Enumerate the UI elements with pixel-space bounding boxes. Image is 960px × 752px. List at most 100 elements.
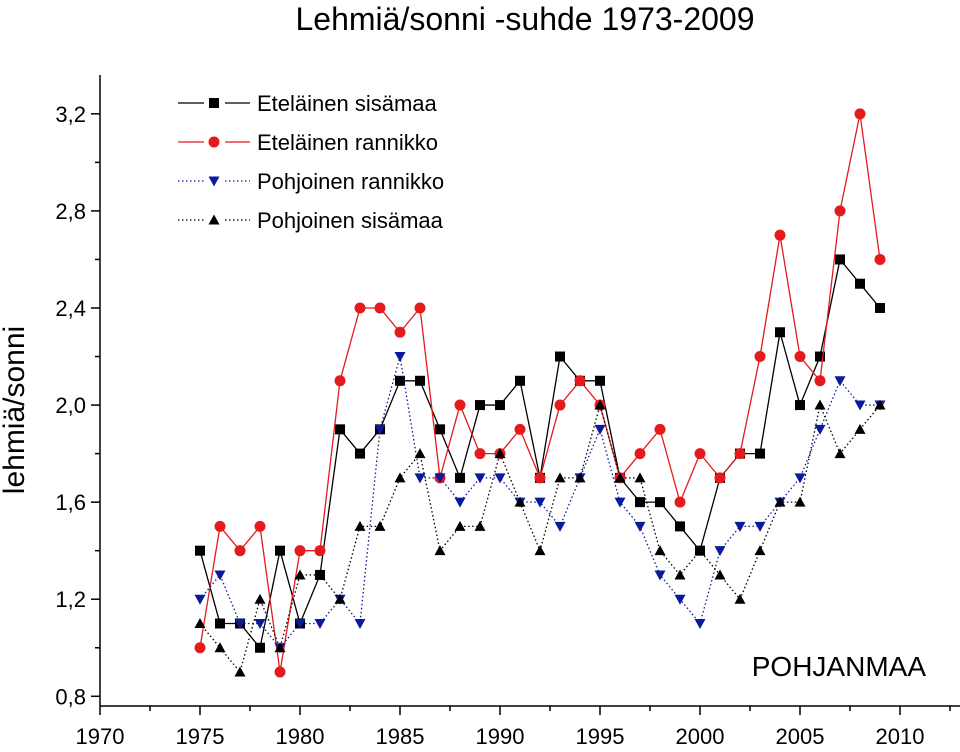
data-point bbox=[794, 351, 806, 363]
data-point bbox=[234, 666, 246, 677]
data-point bbox=[374, 302, 386, 314]
data-point bbox=[694, 448, 706, 460]
data-point bbox=[834, 448, 846, 459]
data-point bbox=[854, 400, 866, 411]
legend-label: Pohjoinen rannikko bbox=[257, 169, 444, 194]
chart-title: Lehmiä/sonni -suhde 1973-2009 bbox=[296, 1, 755, 37]
data-point bbox=[515, 375, 525, 386]
data-point bbox=[454, 399, 466, 411]
data-point bbox=[514, 423, 526, 435]
data-point bbox=[714, 569, 726, 580]
legend-marker bbox=[208, 176, 220, 187]
x-tick-label: 2010 bbox=[876, 724, 925, 749]
data-point bbox=[834, 376, 846, 387]
data-point bbox=[554, 399, 566, 411]
data-point bbox=[655, 497, 665, 508]
data-point bbox=[274, 642, 286, 653]
data-point bbox=[494, 448, 506, 459]
data-point bbox=[354, 520, 366, 531]
data-point bbox=[634, 521, 646, 532]
data-point bbox=[754, 545, 766, 556]
legend-marker bbox=[208, 214, 220, 225]
legend-label: Pohjoinen sisämaa bbox=[257, 208, 444, 233]
legend: Eteläinen sisämaa Eteläinen rannikko Pohjo… bbox=[178, 91, 444, 233]
data-point bbox=[874, 399, 886, 410]
data-point bbox=[395, 375, 405, 386]
data-point bbox=[774, 229, 786, 241]
data-point bbox=[835, 254, 845, 265]
data-point bbox=[754, 521, 766, 532]
data-point bbox=[334, 375, 346, 387]
data-point bbox=[314, 569, 326, 580]
data-point bbox=[814, 375, 826, 387]
data-point bbox=[434, 473, 446, 484]
data-point bbox=[355, 448, 365, 459]
data-point bbox=[454, 497, 466, 508]
data-point bbox=[254, 520, 266, 532]
series-line bbox=[199, 356, 880, 649]
data-point bbox=[755, 448, 765, 459]
data-point bbox=[795, 400, 805, 411]
data-point bbox=[215, 618, 225, 629]
y-tick-label: 1,6 bbox=[55, 490, 86, 515]
data-point bbox=[314, 545, 326, 557]
data-point bbox=[654, 570, 666, 581]
data-point bbox=[495, 400, 505, 411]
data-point bbox=[274, 666, 286, 678]
y-tick-label: 2,0 bbox=[55, 393, 86, 418]
axes: 1970 1975 1980 1985 1990 1995 2000 2005 2010 0,8 1… bbox=[55, 75, 960, 749]
data-point bbox=[855, 278, 865, 289]
data-point bbox=[854, 423, 866, 434]
data-point bbox=[335, 424, 345, 435]
data-point bbox=[354, 618, 366, 629]
data-point bbox=[214, 570, 226, 581]
data-point bbox=[714, 472, 726, 484]
data-point bbox=[634, 448, 646, 460]
data-point bbox=[494, 473, 506, 484]
data-point bbox=[815, 351, 825, 362]
data-point bbox=[574, 375, 586, 387]
data-point bbox=[354, 302, 366, 314]
data-point bbox=[634, 472, 646, 483]
series-pohjoinen-sisamaa bbox=[194, 399, 886, 677]
series-line bbox=[199, 113, 881, 673]
data-point bbox=[415, 375, 425, 386]
data-point bbox=[374, 424, 386, 435]
data-point bbox=[214, 520, 226, 532]
data-point bbox=[294, 545, 306, 557]
y-tick-label: 1,2 bbox=[55, 587, 86, 612]
data-point bbox=[654, 545, 666, 556]
data-point bbox=[734, 448, 746, 460]
data-point bbox=[775, 327, 785, 338]
data-point bbox=[675, 521, 685, 532]
data-point bbox=[754, 351, 766, 363]
data-point bbox=[554, 521, 566, 532]
legend-label: Eteläinen sisämaa bbox=[257, 91, 438, 116]
data-point bbox=[194, 617, 206, 628]
data-point bbox=[534, 497, 546, 508]
data-point bbox=[734, 521, 746, 532]
x-tick-label: 1995 bbox=[576, 724, 625, 749]
legend-entry: Eteläinen sisämaa bbox=[178, 91, 438, 116]
data-point bbox=[714, 546, 726, 557]
data-point bbox=[214, 642, 226, 653]
data-point bbox=[475, 400, 485, 411]
data-point bbox=[694, 618, 706, 629]
x-tick-label: 1980 bbox=[276, 724, 325, 749]
data-point bbox=[674, 594, 686, 605]
data-point bbox=[794, 473, 806, 484]
series-layer bbox=[194, 108, 886, 678]
y-tick-label: 3,2 bbox=[55, 102, 86, 127]
x-tick-label: 1990 bbox=[476, 724, 525, 749]
data-point bbox=[275, 545, 285, 556]
data-point bbox=[534, 545, 546, 556]
data-point bbox=[654, 423, 666, 435]
x-tick-label: 2000 bbox=[676, 724, 725, 749]
y-axis-label: lehmiä/sonni bbox=[0, 326, 31, 494]
data-point bbox=[674, 496, 686, 508]
data-point bbox=[314, 618, 326, 629]
data-point bbox=[455, 472, 465, 483]
data-point bbox=[254, 618, 266, 629]
data-point bbox=[474, 520, 486, 531]
